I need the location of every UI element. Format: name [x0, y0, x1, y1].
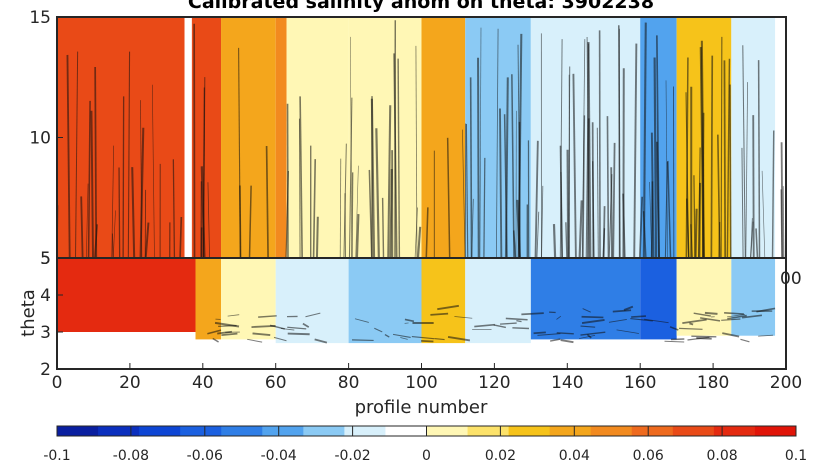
lower-x-tick-label-5: 100	[405, 373, 437, 393]
colorbar-frame	[56, 425, 797, 437]
lower-y-tick-label-0: 2	[40, 360, 51, 380]
lower-y-axis-label: theta	[18, 289, 39, 337]
lower-segment-2	[221, 258, 276, 340]
colorbar-cell-13	[590, 426, 633, 436]
upper-y-tick-label-1: 10	[29, 129, 51, 149]
colorbar-cell-16	[713, 426, 756, 436]
upper-segment-3	[221, 17, 276, 258]
lower-segment-7	[530, 258, 641, 340]
upper-segment-0	[57, 17, 185, 258]
colorbar-cell-7	[344, 426, 386, 436]
colorbar: -0.1 -0.08 -0.06 -0.04 -0.02 0 0.02 0.04 0.06 0.0…	[43, 425, 807, 464]
lower-segment-5	[421, 258, 466, 344]
lower-segment-6	[465, 258, 531, 344]
upper-tick-layer: 15 10 5	[29, 8, 63, 269]
colorbar-cell-14	[631, 426, 674, 436]
lower-contour-texture	[207, 304, 776, 344]
upper-panel: 15 10 5 00	[29, 8, 801, 289]
lower-x-tick-label-2: 40	[192, 373, 214, 393]
colorbar-tick-layer: -0.1 -0.08 -0.06 -0.04 -0.02 0 0.02 0.04 0.06 0.0…	[43, 426, 807, 464]
colorbar-tick-label-1: -0.08	[113, 448, 149, 464]
lower-segment-8	[640, 258, 677, 340]
lower-x-axis-label: profile number	[355, 397, 488, 418]
lower-segment-1	[195, 258, 222, 340]
lower-x-tick-label-3: 60	[265, 373, 287, 393]
upper-segment-1	[184, 17, 192, 258]
lower-x-tick-label-9: 180	[697, 373, 729, 393]
lower-x-tick-label-8: 160	[624, 373, 656, 393]
lower-x-tick-label-10: 200	[770, 373, 802, 393]
colorbar-cell-1	[98, 426, 140, 436]
colorbar-tick-label-7: 0.04	[559, 448, 590, 464]
colorbar-cell-11	[508, 426, 551, 436]
colorbar-cell-8	[385, 426, 427, 436]
lower-x-tick-label-6: 120	[478, 373, 510, 393]
colorbar-cell-4	[221, 426, 263, 436]
lower-segment-4	[348, 258, 422, 344]
upper-field-layer	[57, 17, 785, 258]
lower-y-tick-label-1: 3	[40, 323, 51, 343]
colorbar-tick-label-3: -0.04	[261, 448, 297, 464]
upper-segment-2	[191, 17, 222, 258]
colorbar-cell-6	[303, 426, 345, 436]
lower-field-layer	[57, 258, 776, 344]
colorbar-tick-label-10: 0.1	[785, 448, 807, 464]
upper-y-tick-label-0: 15	[29, 8, 51, 28]
colorbar-tick-label-2: -0.06	[187, 448, 223, 464]
lower-x-tick-label-4: 80	[338, 373, 360, 393]
upper-segment-7	[421, 17, 466, 258]
colorbar-cell-10	[467, 426, 510, 436]
lower-segment-0	[57, 258, 196, 332]
colorbar-cell-0	[57, 426, 99, 436]
colorbar-cell-5	[262, 426, 304, 436]
colorbar-tick-label-8: 0.06	[633, 448, 664, 464]
colorbar-cell-9	[426, 426, 469, 436]
lower-x-tick-label-0: 0	[52, 373, 63, 393]
upper-segment-4	[275, 17, 287, 258]
lower-axes-frame	[56, 257, 787, 370]
colorbar-tick-label-6: 0.02	[485, 448, 516, 464]
upper-contour-texture	[57, 20, 785, 258]
lower-segment-3	[275, 258, 349, 344]
colorbar-tick-label-4: -0.02	[334, 448, 370, 464]
chart-title: Calibrated salinity anom on theta: 39022…	[188, 0, 654, 13]
colorbar-cell-17	[754, 426, 797, 436]
upper-segment-9	[530, 17, 641, 258]
lower-y-tick-label-3: 5	[40, 249, 51, 269]
colorbar-tick-label-0: -0.1	[43, 448, 70, 464]
colorbar-tick-label-9: 0.08	[707, 448, 738, 464]
upper-x-tick-fragment: 00	[780, 269, 802, 289]
colorbar-cell-15	[672, 426, 715, 436]
colorbar-cell-3	[180, 426, 222, 436]
lower-segment-9	[676, 258, 732, 336]
lower-tick-layer: 2 3 4 5 0 20 40 60 80 100 120 140 160 180 200	[40, 249, 802, 393]
lower-segment-10	[731, 258, 776, 336]
lower-x-tick-label-7: 140	[551, 373, 583, 393]
lower-y-tick-label-2: 4	[40, 286, 51, 306]
lower-panel: 2 3 4 5 0 20 40 60 80 100 120 140 160 180 200 theta pr…	[18, 249, 802, 418]
colorbar-cells	[57, 426, 797, 436]
colorbar-cell-12	[549, 426, 592, 436]
colorbar-tick-label-5: 0	[422, 448, 431, 464]
lower-x-tick-label-1: 20	[119, 373, 141, 393]
colorbar-cell-2	[139, 426, 181, 436]
upper-y-tick-label-2: 5	[40, 249, 51, 269]
upper-segment-6	[348, 17, 422, 258]
